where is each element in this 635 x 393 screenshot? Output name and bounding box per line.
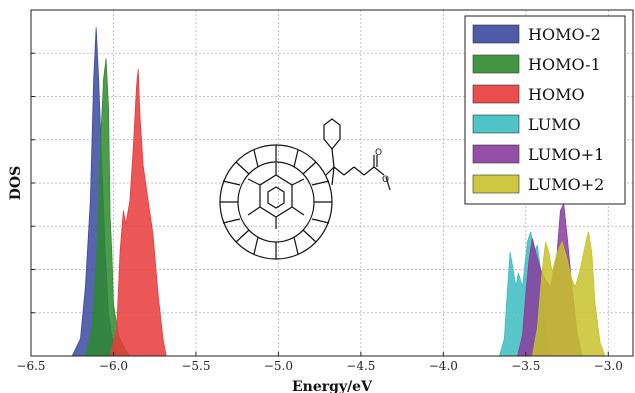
legend-swatch [472,114,520,134]
x-tick-label: −3.5 [511,359,540,373]
legend-swatch [472,54,520,74]
svg-text:O: O [375,148,382,158]
legend-label: LUMO+1 [528,145,604,164]
x-tick-label: −5.0 [264,359,293,373]
legend-label: HOMO [528,85,585,104]
legend-label: HOMO-1 [528,55,601,74]
series-area-lumoplus2 [531,231,606,357]
y-axis-label: DOS [8,166,24,200]
legend-swatch [472,174,520,194]
x-tick-label: −4.5 [346,359,375,373]
x-ticks: −6.5 −6.0 −5.5 −5.0 −4.5 −4.0 −3.5 −3.0 [16,52,623,373]
series-area-homo [109,68,167,357]
legend-swatch [472,144,520,164]
x-tick-label: −6.0 [99,359,128,373]
x-axis-label: Energy/eV [292,379,373,393]
molecule-inset-image [219,118,391,260]
x-tick-label: −6.5 [16,359,45,373]
x-tick-label: −4.0 [429,359,458,373]
x-tick-label: −5.5 [181,359,210,373]
legend-swatch [472,84,520,104]
legend: HOMO-2 HOMO-1 HOMO LUMO LUMO+1 LUMO+2 [464,15,626,205]
molecule-inset-labels: O O [375,148,389,185]
legend-label: LUMO+2 [528,175,604,194]
legend-label: HOMO-2 [528,25,601,44]
legend-swatch [472,24,520,44]
svg-text:O: O [382,175,389,185]
series-areas [71,27,606,357]
x-tick-label: −3.0 [594,359,623,373]
legend-label: LUMO [528,115,581,134]
legend-box [464,15,626,205]
